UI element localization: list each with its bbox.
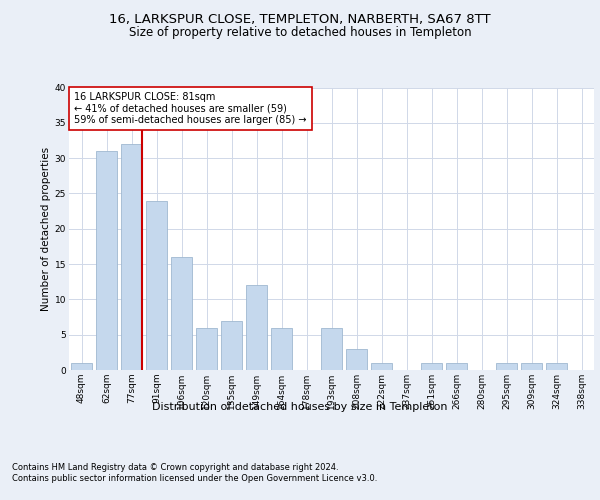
Bar bbox=[371, 363, 392, 370]
Bar bbox=[221, 320, 242, 370]
Bar bbox=[146, 200, 167, 370]
Bar bbox=[546, 363, 567, 370]
Bar bbox=[246, 285, 267, 370]
Bar bbox=[196, 328, 217, 370]
Bar bbox=[171, 257, 192, 370]
Text: Contains public sector information licensed under the Open Government Licence v3: Contains public sector information licen… bbox=[12, 474, 377, 483]
Text: Distribution of detached houses by size in Templeton: Distribution of detached houses by size … bbox=[152, 402, 448, 412]
Bar bbox=[271, 328, 292, 370]
Bar bbox=[321, 328, 342, 370]
Text: Contains HM Land Registry data © Crown copyright and database right 2024.: Contains HM Land Registry data © Crown c… bbox=[12, 462, 338, 471]
Y-axis label: Number of detached properties: Number of detached properties bbox=[41, 146, 50, 311]
Bar bbox=[496, 363, 517, 370]
Text: 16 LARKSPUR CLOSE: 81sqm
← 41% of detached houses are smaller (59)
59% of semi-d: 16 LARKSPUR CLOSE: 81sqm ← 41% of detach… bbox=[74, 92, 307, 125]
Bar bbox=[346, 349, 367, 370]
Bar bbox=[121, 144, 142, 370]
Bar bbox=[446, 363, 467, 370]
Bar bbox=[71, 363, 92, 370]
Bar bbox=[421, 363, 442, 370]
Text: 16, LARKSPUR CLOSE, TEMPLETON, NARBERTH, SA67 8TT: 16, LARKSPUR CLOSE, TEMPLETON, NARBERTH,… bbox=[109, 12, 491, 26]
Bar bbox=[96, 151, 117, 370]
Bar bbox=[521, 363, 542, 370]
Text: Size of property relative to detached houses in Templeton: Size of property relative to detached ho… bbox=[128, 26, 472, 39]
